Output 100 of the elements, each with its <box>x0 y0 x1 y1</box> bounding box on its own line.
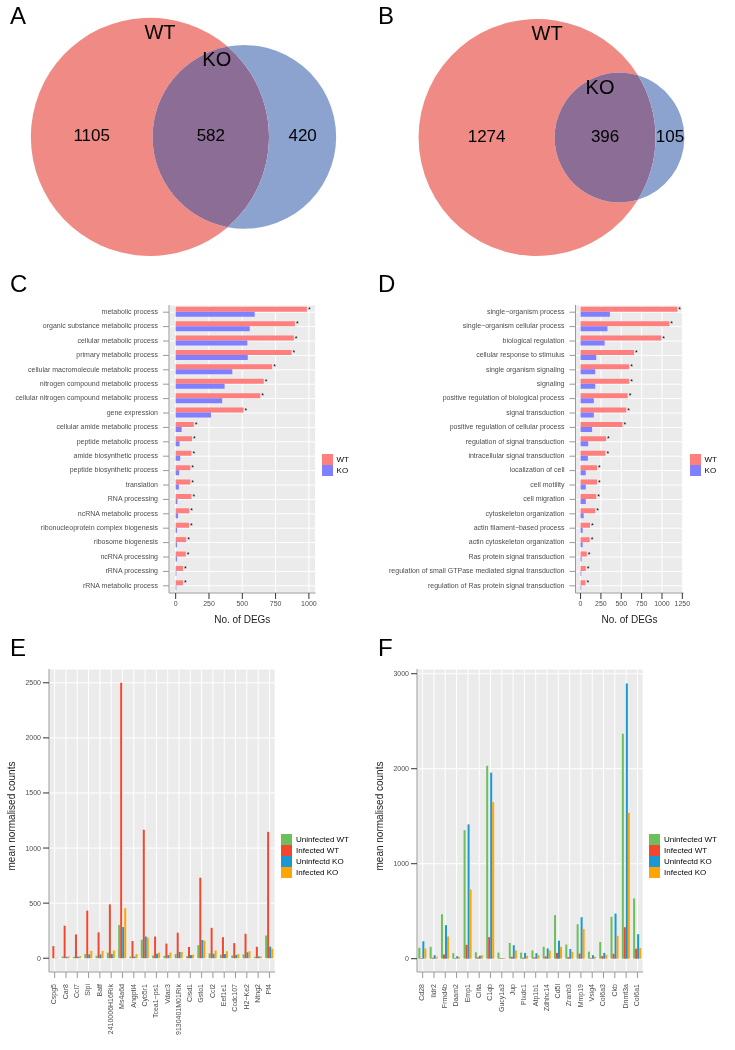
bar <box>580 398 594 404</box>
bar <box>580 369 596 375</box>
bar <box>580 441 589 447</box>
bar <box>580 522 590 528</box>
bar <box>175 441 180 447</box>
bar <box>621 733 624 959</box>
bar <box>542 946 545 959</box>
bar <box>424 948 427 959</box>
bar <box>580 455 588 461</box>
bar <box>175 311 255 317</box>
bar <box>175 426 182 432</box>
bar <box>175 340 248 346</box>
y-axis-title: mean normalised counts <box>5 761 17 871</box>
bar <box>580 493 597 499</box>
bar <box>86 910 89 959</box>
bar <box>175 306 307 312</box>
bar <box>582 929 585 959</box>
bar <box>580 917 583 959</box>
bar <box>88 954 91 959</box>
bar <box>175 378 264 384</box>
bar <box>90 950 93 959</box>
bar <box>531 950 534 959</box>
bar <box>175 407 244 413</box>
bar <box>610 916 613 959</box>
bar <box>580 407 627 413</box>
bar <box>175 479 191 485</box>
bar <box>442 954 445 959</box>
bar <box>580 565 586 571</box>
bar <box>124 908 127 959</box>
bar <box>580 484 586 490</box>
bar <box>118 924 121 959</box>
text: KO <box>202 48 232 71</box>
bar <box>154 936 157 959</box>
bar <box>465 944 468 959</box>
bar <box>544 956 547 959</box>
bar <box>554 915 557 959</box>
bar <box>514 950 517 959</box>
bar <box>580 393 628 399</box>
legend-label: Uninfectd KO <box>296 856 344 866</box>
bar <box>612 953 615 959</box>
bar <box>580 412 594 418</box>
legend-label: KO <box>336 465 349 475</box>
bar <box>208 953 211 959</box>
legend-label: KO <box>704 465 717 475</box>
bar <box>446 936 449 959</box>
bar <box>558 940 561 959</box>
bar <box>429 946 432 959</box>
bar <box>152 955 155 959</box>
bar <box>175 580 183 586</box>
bar <box>452 953 455 959</box>
bar <box>175 364 273 370</box>
bar <box>110 954 113 959</box>
bar <box>560 946 563 959</box>
bar <box>267 831 270 959</box>
text: WT <box>531 22 563 45</box>
legend-label: Uninfected WT <box>296 834 349 844</box>
bar <box>580 378 630 384</box>
legend-label: Uninfectd KO <box>664 856 712 866</box>
bar <box>580 542 583 548</box>
bar <box>580 321 670 327</box>
bar <box>580 479 597 485</box>
text: KO <box>585 75 615 98</box>
bar <box>492 802 495 959</box>
chart-title: E <box>10 634 27 662</box>
legend-label: Infected WT <box>296 845 340 855</box>
data-label: 396 <box>590 126 620 146</box>
bar <box>186 956 189 959</box>
bar <box>614 913 617 959</box>
legend-label: WT <box>704 454 717 464</box>
bar <box>175 412 211 418</box>
bar <box>512 945 515 959</box>
bar <box>580 426 593 432</box>
bar <box>463 830 466 959</box>
bar <box>175 369 233 375</box>
bar <box>587 951 590 959</box>
bar <box>175 326 250 332</box>
bar <box>175 398 223 404</box>
bar <box>488 937 491 959</box>
bar <box>580 349 635 355</box>
chart-title: D <box>378 270 396 298</box>
bar <box>175 354 248 360</box>
data-label: 420 <box>288 126 317 146</box>
bar <box>576 924 579 959</box>
bar <box>175 565 183 571</box>
bar <box>469 889 472 959</box>
text: B <box>378 2 395 30</box>
bar <box>580 498 586 504</box>
bar <box>175 383 225 389</box>
bar <box>175 537 187 543</box>
legend-label: Uninfected WT <box>664 834 717 844</box>
bar <box>580 450 606 456</box>
bar <box>580 335 662 341</box>
bar <box>639 948 642 959</box>
bar <box>221 937 224 959</box>
bar <box>508 942 511 959</box>
bar <box>578 953 581 959</box>
bar <box>486 765 489 959</box>
bar <box>63 925 66 959</box>
data-label: 582 <box>196 126 225 146</box>
legend-label: Infected KO <box>664 867 707 877</box>
